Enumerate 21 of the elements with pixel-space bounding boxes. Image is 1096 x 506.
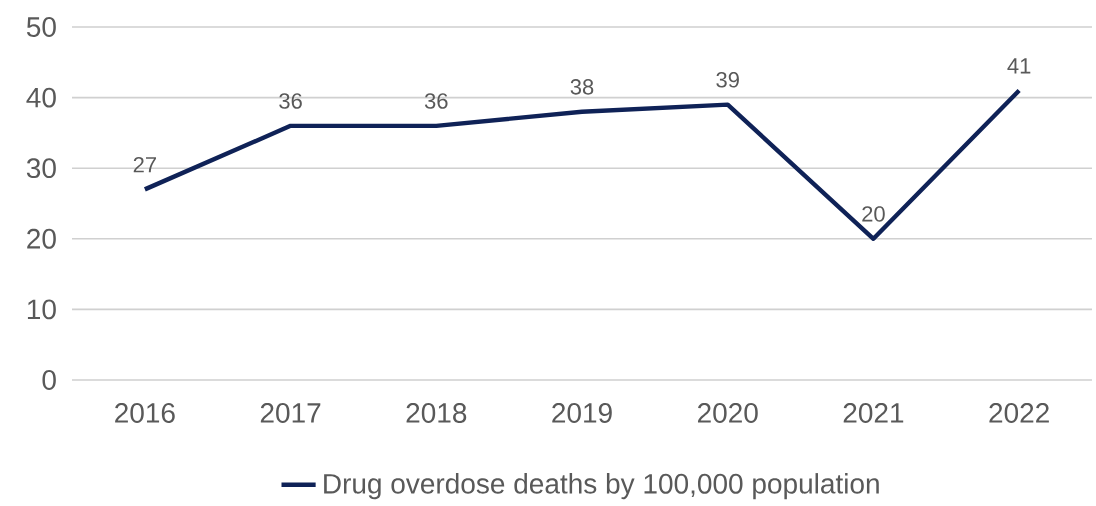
x-tick-label: 2018 [406, 403, 467, 423]
data-label: 38 [570, 79, 594, 95]
x-tick-label: 2019 [552, 403, 612, 423]
data-label: 39 [716, 72, 739, 88]
data-label: 36 [279, 93, 302, 109]
y-tick-label: 10 [27, 299, 56, 320]
y-tick-label: 40 [26, 87, 56, 108]
x-tick-label: 2016 [115, 403, 175, 423]
x-tick-label: 2020 [697, 403, 758, 423]
x-tick-label: 2021 [843, 403, 904, 423]
data-label: 20 [862, 206, 885, 222]
y-tick-label: 30 [26, 158, 56, 179]
x-tick-label: 2017 [260, 403, 321, 423]
legend-label: Drug overdose deaths by 100,000 population [324, 473, 879, 500]
data-label: 41 [1007, 58, 1031, 74]
data-label: 27 [133, 156, 156, 173]
y-tick-label: 0 [42, 370, 56, 390]
x-tick-label: 2022 [989, 403, 1049, 423]
y-tick-label: 20 [27, 228, 56, 249]
y-tick-label: 50 [26, 17, 56, 37]
data-label: 36 [424, 93, 448, 109]
